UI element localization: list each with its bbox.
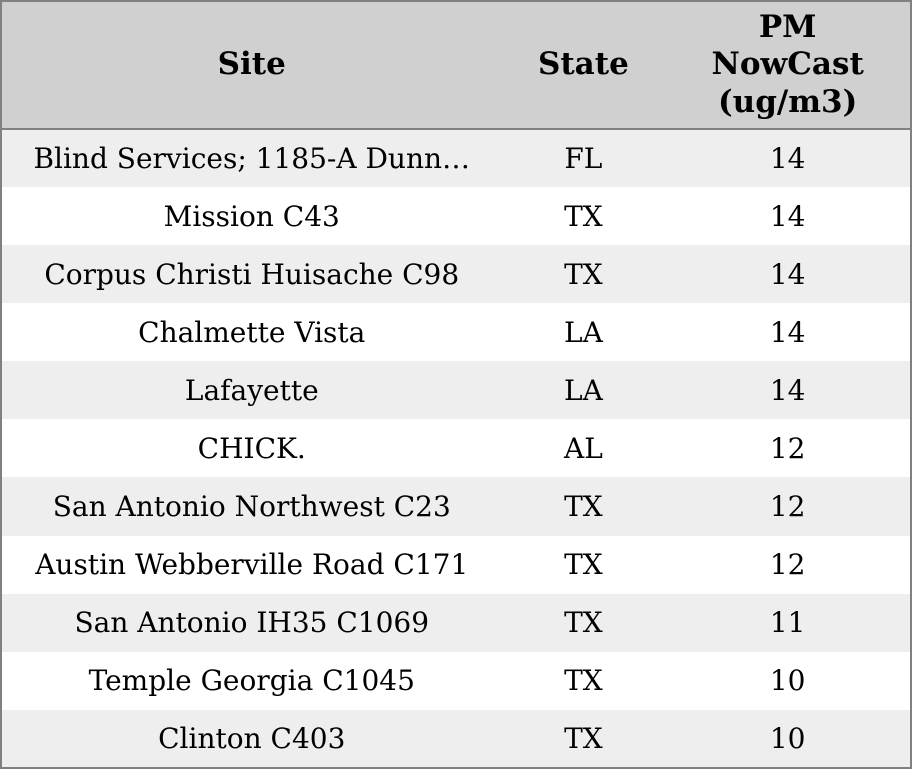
site-cell: Temple Georgia C1045 [88, 664, 415, 698]
site-cell: San Antonio Northwest C23 [52, 490, 451, 523]
table-row: San Antonio IH35 C1069 TX 11 [1, 593, 911, 652]
table-row: Chalmette Vista LA 14 [1, 303, 911, 362]
pm-nowcast-cell: 14 [769, 199, 806, 233]
state-cell: LA [563, 315, 603, 349]
table-row: Clinton C403 TX 10 [1, 709, 911, 768]
site-cell: Blind Services; 1185-A Dunn… [33, 142, 471, 176]
table-body: Blind Services; 1185-A Dunn… FL 14 Missi… [1, 129, 911, 768]
site-cell: Austin Webberville Road C171 [35, 548, 469, 582]
pm-nowcast-cell: 10 [769, 664, 806, 698]
table-row: Lafayette LA 14 [1, 361, 911, 420]
site-cell: San Antonio IH35 C1069 [74, 606, 430, 640]
pm-nowcast-cell: 12 [769, 548, 806, 582]
column-header-state: State [501, 1, 666, 130]
column-header-site: Site [1, 1, 502, 130]
pm-nowcast-cell: 14 [769, 315, 806, 349]
table-row: Corpus Christi Huisache C98 TX 14 [1, 245, 911, 304]
site-cell: Corpus Christi Huisache C98 [44, 257, 460, 291]
pm-nowcast-cell: 14 [769, 257, 806, 291]
column-header-pm-nowcast: PM NowCast (ug/m3) [665, 1, 911, 130]
table-row: Temple Georgia C1045 TX 10 [1, 651, 911, 710]
state-cell: TX [564, 199, 603, 233]
state-cell: TX [564, 606, 603, 640]
state-cell: TX [564, 490, 603, 523]
pm-nowcast-cell: 11 [769, 606, 806, 640]
pm-nowcast-cell: 14 [769, 373, 806, 407]
table-row: CHICK. AL 12 [1, 419, 911, 478]
site-cell: CHICK. [197, 431, 306, 465]
header-row: Site State PM NowCast (ug/m3) [1, 1, 911, 130]
pm-nowcast-cell: 14 [769, 142, 806, 176]
table-row: San Antonio Northwest C23 TX 12 [1, 477, 911, 536]
pm-nowcast-cell: 12 [769, 490, 806, 523]
state-cell: TX [564, 548, 603, 582]
pm-nowcast-cell: 10 [769, 721, 806, 755]
state-cell: AL [563, 431, 603, 465]
site-cell: Chalmette Vista [138, 315, 366, 349]
state-cell: FL [564, 142, 603, 176]
site-cell: Mission C43 [163, 199, 340, 233]
state-cell: TX [564, 664, 603, 698]
pm-nowcast-cell: 12 [769, 431, 806, 465]
site-cell: Clinton C403 [158, 721, 346, 755]
site-cell: Lafayette [184, 373, 319, 407]
state-cell: TX [564, 257, 603, 291]
table-row: Mission C43 TX 14 [1, 187, 911, 246]
table-header: Site State PM NowCast (ug/m3) [1, 1, 911, 130]
state-cell: TX [564, 721, 603, 755]
table-row: Blind Services; 1185-A Dunn… FL 14 [1, 129, 911, 188]
state-cell: LA [563, 373, 603, 407]
table-row: Austin Webberville Road C171 TX 12 [1, 535, 911, 594]
